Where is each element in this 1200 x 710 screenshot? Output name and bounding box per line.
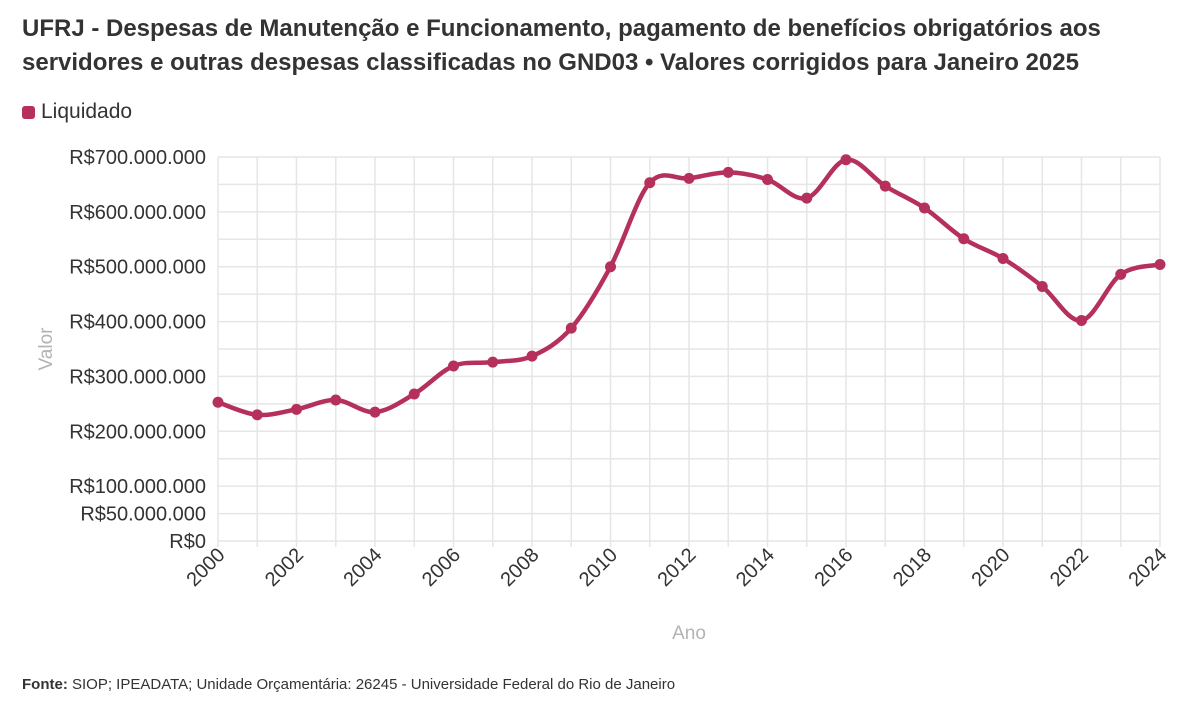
x-tick-label: 2020 — [968, 544, 1015, 591]
data-point[interactable] — [840, 154, 852, 166]
x-axis-ticks: 2000 2002 2004 2006 2008 2010 2012 2014 2016 2018… — [183, 544, 1172, 591]
data-point[interactable] — [722, 166, 734, 178]
source-text: SIOP; IPEADATA; Unidade Orçamentária: 26… — [67, 676, 676, 693]
data-point[interactable] — [683, 172, 695, 184]
y-tick-label: R$300.000.000 — [69, 366, 206, 388]
y-tick-label: R$600.000.000 — [69, 202, 206, 224]
y-tick-label: R$100.000.000 — [69, 476, 206, 498]
data-point[interactable] — [212, 396, 224, 408]
data-point[interactable] — [251, 409, 263, 421]
x-tick-label: 2018 — [889, 544, 936, 591]
y-tick-label: R$50.000.000 — [80, 504, 206, 526]
series-liquidado — [212, 154, 1166, 421]
data-point[interactable] — [448, 360, 459, 372]
x-tick-label: 2008 — [497, 544, 544, 591]
data-point[interactable] — [1076, 314, 1087, 326]
x-tick-label: 2024 — [1125, 544, 1172, 591]
data-point[interactable] — [1036, 280, 1048, 292]
legend-label: Liquidado — [41, 100, 133, 123]
grid — [217, 156, 1161, 547]
x-tick-label: 2010 — [575, 544, 622, 591]
x-tick-label: 2004 — [340, 544, 387, 591]
data-point[interactable] — [291, 403, 302, 415]
data-point[interactable] — [487, 356, 499, 368]
y-axis-label: Valor — [36, 327, 57, 371]
data-point[interactable] — [644, 177, 656, 189]
data-point[interactable] — [369, 406, 381, 418]
data-point[interactable] — [958, 233, 970, 245]
x-tick-label: 2006 — [418, 544, 465, 591]
legend-swatch — [22, 105, 35, 119]
data-point[interactable] — [997, 252, 1009, 264]
source-note: Fonte: SIOP; IPEADATA; Unidade Orçamentá… — [22, 676, 675, 693]
x-tick-label: 2022 — [1046, 544, 1093, 591]
y-tick-label: R$400.000.000 — [69, 312, 206, 334]
y-tick-label: R$500.000.000 — [69, 257, 206, 279]
line-chart: R$0 R$50.000.000 R$100.000.000 R$200.000.00… — [36, 147, 1172, 644]
data-point[interactable] — [408, 388, 420, 400]
y-tick-label: R$700.000.000 — [69, 147, 206, 169]
y-tick-label: R$0 — [169, 531, 206, 553]
data-point[interactable] — [565, 322, 577, 334]
data-point[interactable] — [879, 180, 891, 192]
data-point[interactable] — [762, 173, 773, 185]
data-point[interactable] — [1154, 259, 1166, 271]
x-tick-label: 2002 — [261, 544, 308, 591]
y-tick-label: R$200.000.000 — [69, 421, 206, 443]
data-point[interactable] — [605, 261, 616, 273]
data-point[interactable] — [1115, 268, 1127, 280]
data-point[interactable] — [330, 394, 342, 406]
source-label: Fonte: — [22, 676, 68, 693]
y-axis-ticks: R$0 R$50.000.000 R$100.000.000 R$200.000.00… — [69, 147, 206, 553]
x-axis-label: Ano — [672, 623, 706, 644]
chart-title: UFRJ - Despesas de Manutenção e Funciona… — [22, 15, 1101, 76]
x-tick-label: 2014 — [732, 544, 779, 591]
data-point[interactable] — [801, 192, 813, 204]
data-point[interactable] — [919, 202, 930, 214]
x-tick-label: 2012 — [654, 544, 701, 591]
data-point[interactable] — [526, 350, 538, 362]
x-tick-label: 2016 — [811, 544, 858, 591]
legend: Liquidado — [22, 100, 132, 124]
